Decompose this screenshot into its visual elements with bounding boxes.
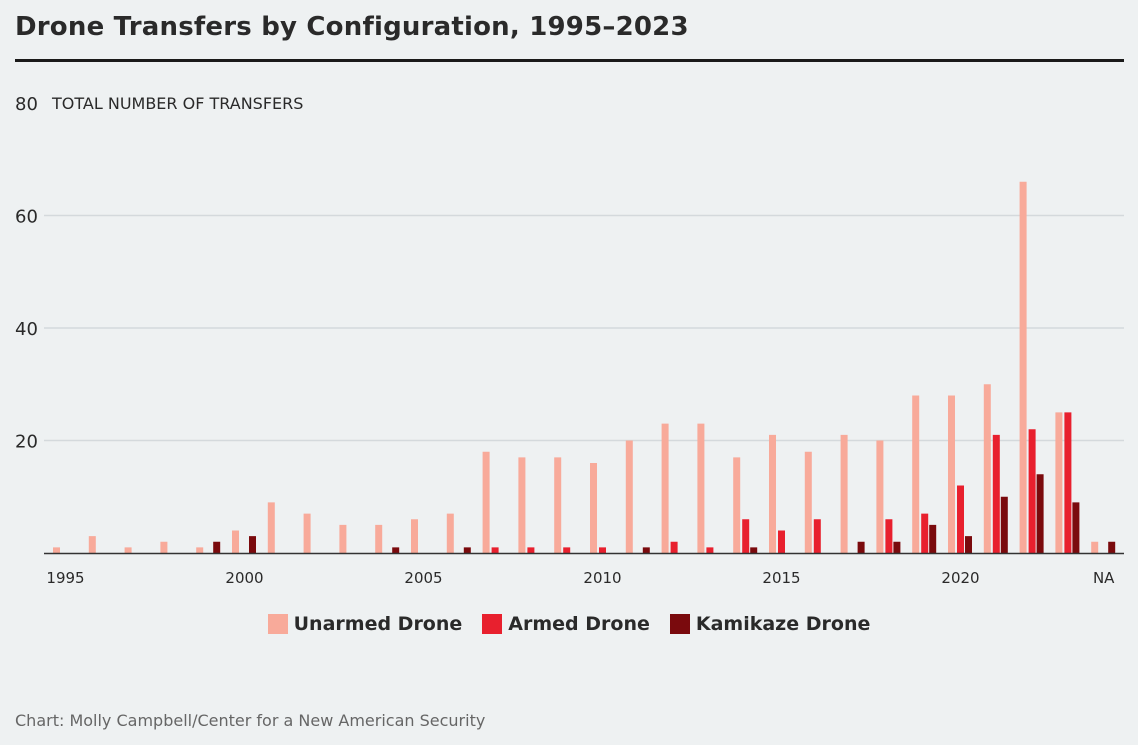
bar-kamikaze-drone-2014[interactable] [750, 547, 758, 553]
chart-title: Drone Transfers by Configuration, 1995–2… [15, 12, 689, 42]
bar-armed-drone-2020[interactable] [957, 485, 964, 554]
bar-unarmed-drone-2022[interactable] [1019, 181, 1027, 553]
bar-unarmed-drone-2013[interactable] [697, 423, 705, 553]
y-tick-label: 40 [15, 319, 38, 340]
bar-unarmed-drone-2009[interactable] [554, 457, 562, 553]
legend: Unarmed Drone Armed Drone Kamikaze Drone [0, 613, 1138, 635]
legend-swatch-unarmed [267, 614, 288, 634]
bar-kamikaze-drone-2011[interactable] [642, 547, 650, 553]
legend-item-kamikaze[interactable]: Kamikaze Drone [669, 613, 871, 635]
bar-unarmed-drone-2007[interactable] [482, 451, 490, 553]
chart-credit: Chart: Molly Campbell/Center for a New A… [15, 711, 486, 730]
bar-kamikaze-drone-1999[interactable] [213, 541, 221, 553]
bar-chart: 20 40 60 80 TOTAL NUMBER OF TRANSFERS 1995 2… [15, 94, 1124, 587]
x-tick-label: 1995 [46, 569, 84, 587]
bar-kamikaze-drone-2000[interactable] [249, 536, 256, 553]
bar-armed-drone-2015[interactable] [778, 530, 785, 554]
bar-unarmed-drone-2019[interactable] [912, 395, 920, 554]
bar-kamikaze-drone-2022[interactable] [1036, 474, 1044, 553]
legend-swatch-kamikaze [669, 614, 690, 634]
legend-label-armed: Armed Drone [508, 613, 650, 635]
bar-unarmed-drone-2020[interactable] [948, 395, 955, 554]
bar-armed-drone-2008[interactable] [527, 547, 535, 553]
bar-unarmed-drone-1998[interactable] [160, 541, 168, 553]
x-tick-label: NA [1093, 569, 1115, 587]
title-divider [15, 59, 1124, 62]
bar-armed-drone-2012[interactable] [670, 541, 678, 553]
x-tick-label: 2015 [762, 569, 800, 587]
bar-armed-drone-2016[interactable] [813, 519, 821, 553]
bar-kamikaze-drone-2020[interactable] [965, 536, 972, 553]
bar-unarmed-drone-2014[interactable] [733, 457, 741, 553]
legend-label-unarmed: Unarmed Drone [293, 613, 463, 635]
bar-armed-drone-2013[interactable] [706, 547, 714, 553]
bar-unarmed-drone-NA[interactable] [1091, 541, 1099, 553]
bar-unarmed-drone-2016[interactable] [804, 451, 812, 553]
bar-kamikaze-drone-2004[interactable] [392, 547, 400, 553]
bar-unarmed-drone-2003[interactable] [339, 524, 347, 553]
legend-item-armed[interactable]: Armed Drone [482, 613, 650, 635]
bar-armed-drone-2019[interactable] [921, 513, 929, 553]
bar-armed-drone-2022[interactable] [1028, 429, 1036, 553]
bar-unarmed-drone-2011[interactable] [625, 440, 633, 554]
x-tick-label: 2020 [941, 569, 979, 587]
bar-unarmed-drone-2018[interactable] [876, 440, 884, 554]
bar-unarmed-drone-2006[interactable] [446, 513, 454, 553]
bar-unarmed-drone-2008[interactable] [518, 457, 526, 553]
legend-label-kamikaze: Kamikaze Drone [695, 613, 871, 635]
bar-unarmed-drone-2017[interactable] [840, 434, 848, 553]
bar-armed-drone-2018[interactable] [885, 519, 893, 553]
y-axis-label: TOTAL NUMBER OF TRANSFERS [51, 94, 303, 113]
y-tick-label: 60 [15, 207, 38, 228]
x-tick-label: 2010 [583, 569, 621, 587]
legend-swatch-armed [482, 614, 503, 634]
bar-kamikaze-drone-2021[interactable] [1000, 496, 1008, 553]
bar-unarmed-drone-2004[interactable] [375, 524, 383, 553]
bar-armed-drone-2007[interactable] [491, 547, 499, 553]
bar-armed-drone-2014[interactable] [742, 519, 750, 553]
bar-kamikaze-drone-NA[interactable] [1108, 541, 1116, 553]
bar-unarmed-drone-2023[interactable] [1055, 412, 1063, 553]
bar-armed-drone-2023[interactable] [1064, 412, 1072, 553]
bar-kamikaze-drone-2006[interactable] [463, 547, 471, 553]
bar-unarmed-drone-1997[interactable] [124, 547, 132, 553]
bar-kamikaze-drone-2018[interactable] [893, 541, 901, 553]
bar-armed-drone-2010[interactable] [599, 547, 606, 553]
bar-unarmed-drone-1999[interactable] [196, 547, 204, 553]
bar-unarmed-drone-2012[interactable] [661, 423, 669, 553]
bar-unarmed-drone-2015[interactable] [769, 434, 776, 553]
bar-armed-drone-2021[interactable] [992, 434, 1000, 553]
bar-unarmed-drone-1996[interactable] [88, 536, 96, 553]
bar-unarmed-drone-2010[interactable] [590, 463, 597, 553]
bar-kamikaze-drone-2019[interactable] [929, 524, 937, 553]
x-axis: 1995 2000 2005 2010 2015 2020 NA [46, 569, 1115, 587]
bar-unarmed-drone-2002[interactable] [303, 513, 311, 553]
bar-unarmed-drone-2021[interactable] [983, 384, 991, 553]
bars [53, 181, 1116, 554]
bar-kamikaze-drone-2023[interactable] [1072, 502, 1080, 553]
y-axis: 20 40 60 80 [15, 94, 38, 453]
bar-unarmed-drone-2000[interactable] [232, 530, 239, 554]
bar-unarmed-drone-2001[interactable] [267, 502, 275, 553]
y-tick-label: 20 [15, 432, 38, 453]
x-tick-label: 2000 [225, 569, 263, 587]
legend-item-unarmed[interactable]: Unarmed Drone [267, 613, 463, 635]
bar-armed-drone-2009[interactable] [563, 547, 571, 553]
bar-kamikaze-drone-2017[interactable] [857, 541, 865, 553]
grid-lines [44, 214, 1124, 442]
bar-unarmed-drone-2005[interactable] [411, 519, 418, 553]
x-tick-label: 2005 [404, 569, 442, 587]
bar-unarmed-drone-1995[interactable] [53, 547, 60, 553]
y-tick-label: 80 [15, 94, 38, 115]
